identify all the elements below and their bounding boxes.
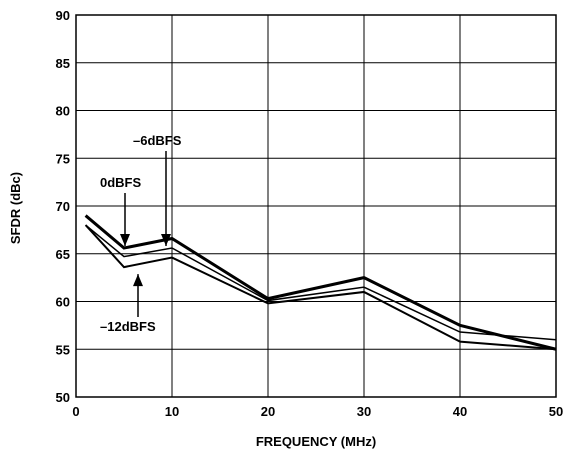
series-line-3 xyxy=(84,224,557,351)
x-tick-label: 20 xyxy=(261,404,275,419)
annotation-label-3: –12dBFS xyxy=(100,319,156,334)
y-tick-label: 75 xyxy=(56,151,70,166)
tick-labels: 0 10 20 30 40 50 50 55 60 65 70 75 80 85 90 xyxy=(56,8,564,419)
annotation-label-1: –6dBFS xyxy=(133,133,182,148)
x-tick-label: 30 xyxy=(357,404,371,419)
y-tick-label: 70 xyxy=(56,199,70,214)
y-tick-label: 80 xyxy=(56,104,70,119)
y-tick-label: 65 xyxy=(56,247,70,262)
series-line-1 xyxy=(84,214,557,351)
annotation-arrow-1-head xyxy=(161,234,171,247)
series-line-2 xyxy=(85,224,557,341)
y-tick-label: 60 xyxy=(56,295,70,310)
y-tick-label: 90 xyxy=(56,8,70,23)
series-lines xyxy=(84,214,557,351)
grid xyxy=(75,14,557,398)
annotations: –6dBFS 0dBFS –12dBFS xyxy=(100,133,182,334)
x-tick-label: 50 xyxy=(549,404,563,419)
y-tick-label: 55 xyxy=(56,342,70,357)
x-tick-label: 0 xyxy=(72,404,79,419)
annotation-arrow-2-head xyxy=(120,234,130,247)
annotation-arrow-3-head xyxy=(133,274,143,287)
x-tick-label: 10 xyxy=(165,404,179,419)
y-tick-label: 50 xyxy=(56,390,70,405)
x-axis-title: FREQUENCY (MHz) xyxy=(256,434,376,449)
plot-frame xyxy=(75,14,557,398)
y-tick-label: 85 xyxy=(56,56,70,71)
annotation-label-2: 0dBFS xyxy=(100,175,142,190)
y-axis-title: SFDR (dBc) xyxy=(8,172,23,244)
x-tick-label: 40 xyxy=(453,404,467,419)
